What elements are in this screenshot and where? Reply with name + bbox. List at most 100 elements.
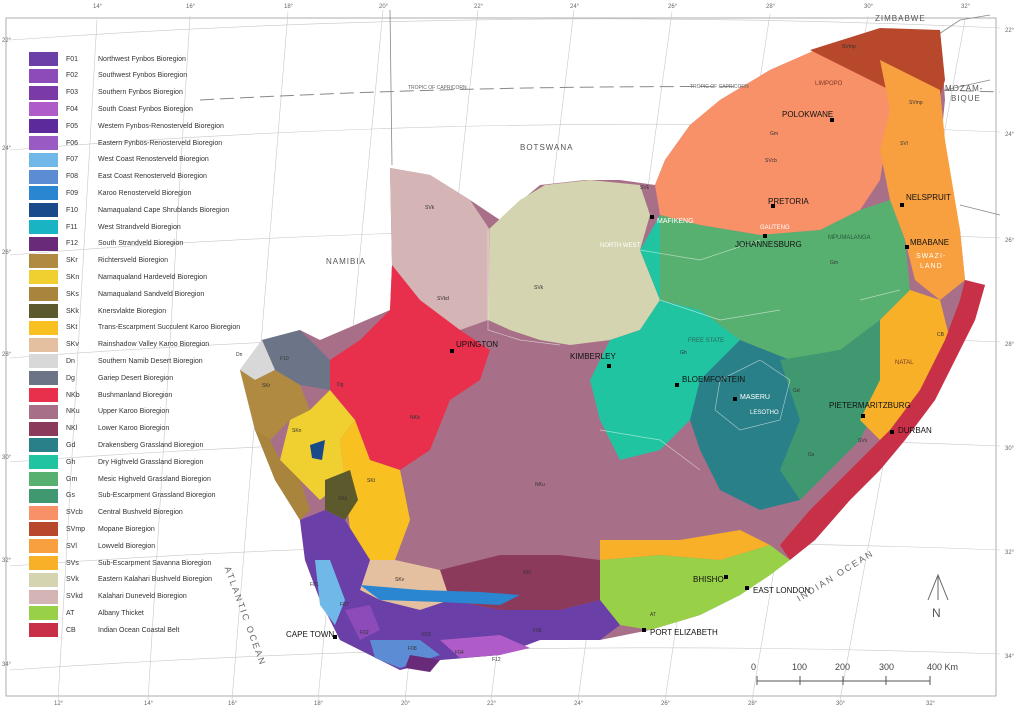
- legend-name: Namaqualand Sandveld Bioregion: [98, 290, 205, 298]
- region-code-f02: F02: [360, 630, 369, 636]
- legend-name: Richtersveld Bioregion: [98, 257, 169, 265]
- region-code-f07: F07: [340, 602, 349, 608]
- city-johannesburg: JOHANNESBURG: [735, 240, 802, 249]
- region-code-at: AT: [650, 612, 657, 618]
- legend-item: NKl Lower Karoo Bioregion: [29, 421, 170, 436]
- lon-label-bottom: 24°: [574, 701, 584, 707]
- lon-label-bottom: 28°: [748, 701, 758, 707]
- region-code-f10: F10: [280, 356, 289, 362]
- legend-code: F02: [66, 72, 79, 80]
- legend-name: Central Bushveld Bioregion: [98, 509, 183, 517]
- region-code-f08: F08: [408, 646, 417, 652]
- country-label-mozambique-1: MOZAM-: [945, 84, 984, 93]
- region-code-nkl: NKl: [523, 570, 532, 576]
- legend-code: Dg: [66, 374, 75, 382]
- region-code-svl: SVl: [900, 141, 908, 147]
- legend-name: Rainshadow Valley Karoo Bioregion: [98, 341, 210, 349]
- legend-name: Knersvlakte Bioregion: [98, 307, 167, 315]
- lon-label-top: 16°: [186, 4, 196, 10]
- legend-name: Namaqualand Cape Shrublands Bioregion: [98, 206, 230, 214]
- scale-label: 0: [751, 662, 757, 672]
- legend-name: Bushmanland Bioregion: [98, 391, 173, 399]
- legend-name: Southwest Fynbos Bioregion: [98, 72, 188, 80]
- lon-label-bottom: 18°: [314, 701, 324, 707]
- legend-item: SVl Lowveld Bioregion: [29, 539, 156, 554]
- legend-code: SVkd: [66, 593, 83, 601]
- province-label-natal: NATAL: [895, 360, 914, 366]
- legend-code: Gh: [66, 458, 76, 466]
- lat-label-left: 32°: [2, 558, 12, 564]
- legend-item: Gm Mesic Highveld Grassland Bioregion: [29, 472, 211, 486]
- legend-item: Dn Southern Namib Desert Bioregion: [29, 354, 203, 369]
- legend-swatch: [29, 304, 58, 318]
- region-code-dn: Dn: [236, 352, 243, 358]
- lon-label-top: 30°: [864, 4, 874, 10]
- city-pietermaritzburg: PIETERMARITZBURG: [829, 401, 911, 410]
- legend-code: SKk: [66, 307, 79, 315]
- legend-name: Mopane Bioregion: [98, 525, 155, 533]
- legend-name: Albany Thicket: [98, 609, 144, 617]
- legend-name: Lower Karoo Bioregion: [98, 425, 170, 433]
- region-code-svmp2: SVmp: [909, 100, 923, 106]
- legend-name: Southern Namib Desert Bioregion: [98, 357, 203, 365]
- legend-name: Southern Fynbos Bioregion: [98, 89, 183, 97]
- legend-name: Kalahari Duneveld Bioregion: [98, 593, 187, 601]
- country-label-zimbabwe: ZIMBABWE: [875, 14, 926, 23]
- legend-name: Lowveld Bioregion: [98, 542, 156, 550]
- legend-item: F03 Southern Fynbos Bioregion: [29, 85, 183, 100]
- country-label-botswana: BOTSWANA: [520, 143, 574, 152]
- region-code-f06: F06: [533, 628, 542, 634]
- north-label: N: [932, 606, 941, 620]
- region-code-svk2: SVk: [640, 185, 650, 191]
- city-polokwane: POLOKWANE: [782, 110, 834, 119]
- legend-code: NKu: [66, 408, 80, 416]
- legend-item: SVmp Mopane Bioregion: [29, 522, 155, 537]
- legend-swatch: [29, 505, 58, 520]
- region-code-svcb: SVcb: [765, 158, 777, 164]
- region-code-svkd: SVkd: [437, 296, 449, 302]
- city-maseru: MASERU: [740, 394, 770, 401]
- legend-item: F08 East Coast Renosterveld Bioregion: [29, 169, 207, 184]
- lon-label-top: 32°: [961, 4, 971, 10]
- legend-swatch: [29, 539, 58, 554]
- legend-code: CB: [66, 626, 76, 634]
- lon-label-top: 24°: [570, 4, 580, 10]
- legend-swatch: [29, 152, 58, 167]
- legend-item: F07 West Coast Renosterveld Bioregion: [29, 152, 209, 167]
- city-durban: DURBAN: [898, 426, 932, 435]
- region-code-skv: SKv: [395, 577, 405, 583]
- legend-name: Sub-Escarpment Savanna Bioregion: [98, 559, 212, 567]
- city-east-london: EAST LONDON: [753, 586, 811, 595]
- scale-label: 400 Km: [927, 662, 959, 672]
- legend-item: SKt Trans-Escarpment Succulent Karoo Bior…: [29, 320, 240, 335]
- lon-label-top: 18°: [284, 4, 294, 10]
- lon-label-top: 26°: [668, 4, 678, 10]
- lat-label-left: 34°: [2, 662, 12, 668]
- region-code-svs: SVs: [858, 438, 868, 444]
- region-code-svmp: SVmp: [842, 44, 856, 50]
- legend-code: F10: [66, 206, 79, 214]
- legend-code: F07: [66, 156, 79, 164]
- legend-swatch: [29, 623, 58, 638]
- legend-swatch: [29, 287, 58, 302]
- legend-code: NKl: [66, 425, 78, 433]
- legend-item: F12 South Strandveld Bioregion: [29, 236, 183, 251]
- legend-swatch: [29, 85, 58, 100]
- legend-code: Dn: [66, 357, 75, 365]
- region-code-f01: F01: [310, 582, 319, 588]
- lon-label-bottom: 16°: [228, 701, 238, 707]
- scale-label: 100: [792, 662, 808, 672]
- country-label-swaziland-2: LAND: [920, 263, 943, 270]
- region-code-nku: NKu: [535, 482, 545, 488]
- lon-label-top: 14°: [93, 4, 103, 10]
- legend-code: F01: [66, 55, 79, 63]
- legend-swatch: [29, 253, 58, 268]
- legend-swatch: [29, 220, 58, 234]
- legend-code: Gd: [66, 441, 76, 449]
- region-code-gd: Gd: [793, 388, 800, 394]
- legend-item: F02 Southwest Fynbos Bioregion: [29, 68, 188, 83]
- legend-name: Karoo Renosterveld Bioregion: [98, 189, 192, 197]
- legend-swatch: [29, 589, 58, 604]
- legend-item: SKk Knersvlakte Bioregion: [29, 304, 166, 318]
